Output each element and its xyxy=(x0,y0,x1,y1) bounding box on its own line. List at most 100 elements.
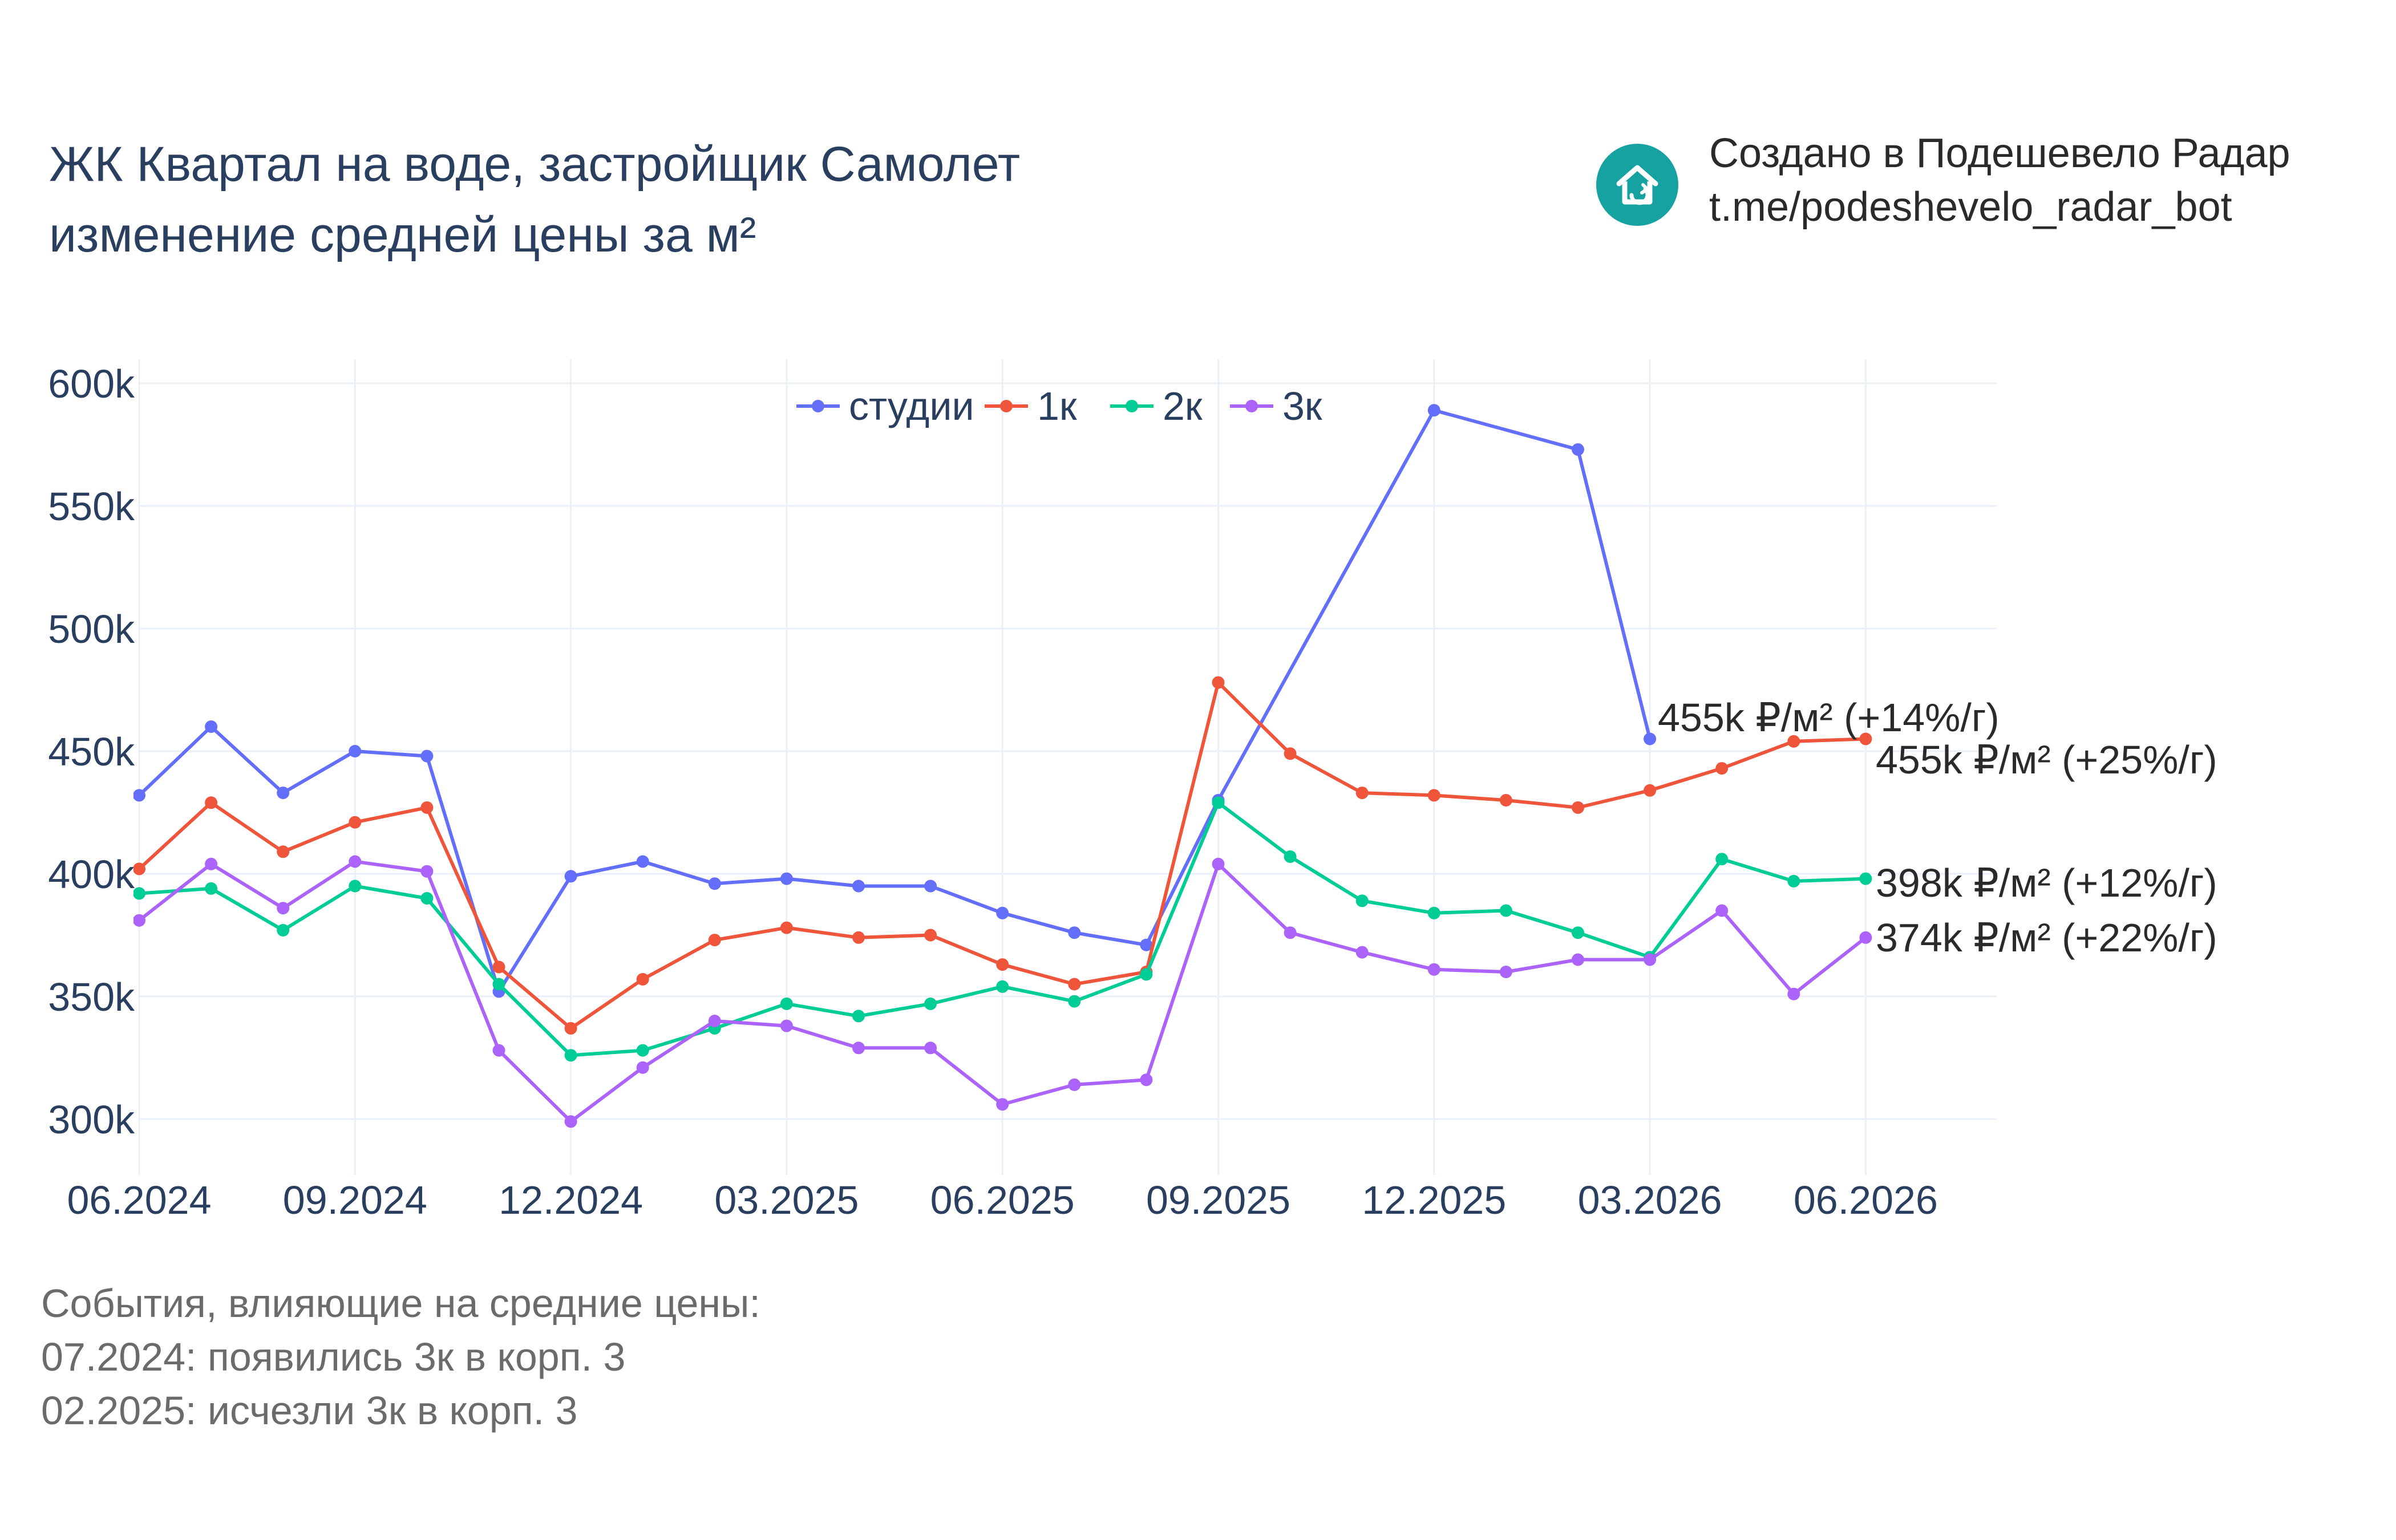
data-point xyxy=(1427,963,1440,976)
data-point xyxy=(852,931,865,944)
data-point xyxy=(780,1019,793,1032)
x-tick-label: 12.2025 xyxy=(1362,1178,1506,1222)
events-heading: События, влияющие на средние цены: xyxy=(41,1281,760,1326)
data-point xyxy=(1499,794,1512,807)
event-item-2: 02.2025: исчезли 3к в корп. 3 xyxy=(41,1388,578,1433)
data-point xyxy=(1787,987,1800,1000)
data-point xyxy=(277,845,290,858)
data-point xyxy=(924,997,937,1010)
y-tick-label: 500k xyxy=(48,607,135,651)
data-point xyxy=(1644,784,1657,797)
data-point xyxy=(1355,787,1369,800)
data-point xyxy=(1140,1073,1153,1087)
data-point xyxy=(1644,732,1657,745)
series-4 xyxy=(133,855,1872,1128)
legend-label[interactable]: 3к xyxy=(1282,384,1322,428)
x-tick-label: 06.2025 xyxy=(930,1178,1075,1222)
data-point xyxy=(277,902,290,915)
series-3 xyxy=(133,796,1872,1062)
data-point xyxy=(1572,801,1584,814)
data-point xyxy=(996,980,1009,993)
data-point xyxy=(708,934,721,947)
brand-link[interactable]: t.me/podeshevelo_radar_bot xyxy=(1709,184,2232,230)
data-point xyxy=(636,855,649,868)
data-point xyxy=(564,870,577,883)
data-point xyxy=(636,972,649,986)
chart-title: ЖК Квартал на воде, застройщик Самолет и… xyxy=(49,129,1020,270)
data-point xyxy=(492,961,505,974)
data-point xyxy=(708,877,721,890)
x-tick-label: 03.2026 xyxy=(1578,1178,1722,1222)
data-point xyxy=(1859,872,1872,885)
data-point xyxy=(277,787,290,800)
data-point xyxy=(1427,906,1440,919)
data-point xyxy=(420,892,434,905)
data-point xyxy=(420,865,434,878)
data-point xyxy=(996,1098,1009,1111)
series-value-label: 398k ₽/м² (+12%/г) xyxy=(1876,861,2217,905)
series-line xyxy=(137,408,1652,994)
x-tick-label: 06.2024 xyxy=(67,1178,211,1222)
x-tick-label: 09.2025 xyxy=(1146,1178,1290,1222)
brand-credit: Создано в Подешевело Радар t.me/podeshev… xyxy=(1709,127,2290,234)
legend-label[interactable]: 2к xyxy=(1163,384,1203,428)
legend-label[interactable]: студии xyxy=(849,384,974,428)
data-point xyxy=(1140,938,1153,951)
home-icon xyxy=(1596,144,1678,226)
data-point xyxy=(564,1115,577,1128)
data-point xyxy=(1427,404,1440,417)
x-tick-label: 06.2026 xyxy=(1794,1178,1938,1222)
series-2 xyxy=(133,676,1872,1035)
data-point xyxy=(1140,968,1153,981)
data-point xyxy=(1644,953,1657,966)
data-point xyxy=(1715,904,1729,917)
brand-line-1: Создано в Подешевело Радар xyxy=(1709,131,2290,176)
data-point xyxy=(924,880,937,893)
data-point xyxy=(1355,894,1369,907)
data-point xyxy=(1355,946,1369,959)
data-point xyxy=(349,855,362,868)
data-point xyxy=(349,745,362,757)
data-point xyxy=(1068,978,1081,991)
data-point xyxy=(780,921,793,934)
x-tick-label: 12.2024 xyxy=(499,1178,643,1222)
data-point xyxy=(780,997,793,1010)
data-point xyxy=(492,978,505,991)
data-point xyxy=(852,1041,865,1055)
legend-label[interactable]: 1к xyxy=(1037,384,1077,428)
data-point xyxy=(1572,953,1584,966)
data-point xyxy=(636,1044,649,1057)
data-point xyxy=(133,862,145,876)
data-point xyxy=(1859,732,1872,745)
data-point xyxy=(1787,735,1800,748)
data-point xyxy=(1068,1078,1081,1091)
data-point xyxy=(708,1015,721,1027)
data-point xyxy=(924,1041,937,1055)
data-point xyxy=(1715,762,1729,775)
data-point xyxy=(349,816,362,829)
data-point xyxy=(1787,874,1800,887)
data-point xyxy=(924,929,937,942)
data-point xyxy=(1499,904,1512,917)
legend-marker xyxy=(1245,400,1258,412)
data-point xyxy=(277,923,290,937)
data-point xyxy=(780,872,793,885)
data-point xyxy=(133,914,145,927)
data-point xyxy=(420,801,434,814)
y-tick-label: 400k xyxy=(48,852,135,897)
series-value-label: 374k ₽/м² (+22%/г) xyxy=(1876,915,2217,960)
data-point xyxy=(205,857,218,870)
data-point xyxy=(1284,747,1297,760)
legend-marker xyxy=(1126,400,1138,412)
data-point xyxy=(1212,857,1225,870)
data-point xyxy=(492,1044,505,1057)
y-tick-label: 550k xyxy=(48,484,135,529)
data-point xyxy=(1499,966,1512,978)
title-line-1: ЖК Квартал на воде, застройщик Самолет xyxy=(49,137,1021,192)
data-point xyxy=(420,749,434,763)
series-1 xyxy=(133,404,1657,998)
data-point xyxy=(1859,931,1872,944)
event-item-1: 07.2024: появились 3к в корп. 3 xyxy=(41,1335,626,1379)
data-point xyxy=(205,882,218,895)
